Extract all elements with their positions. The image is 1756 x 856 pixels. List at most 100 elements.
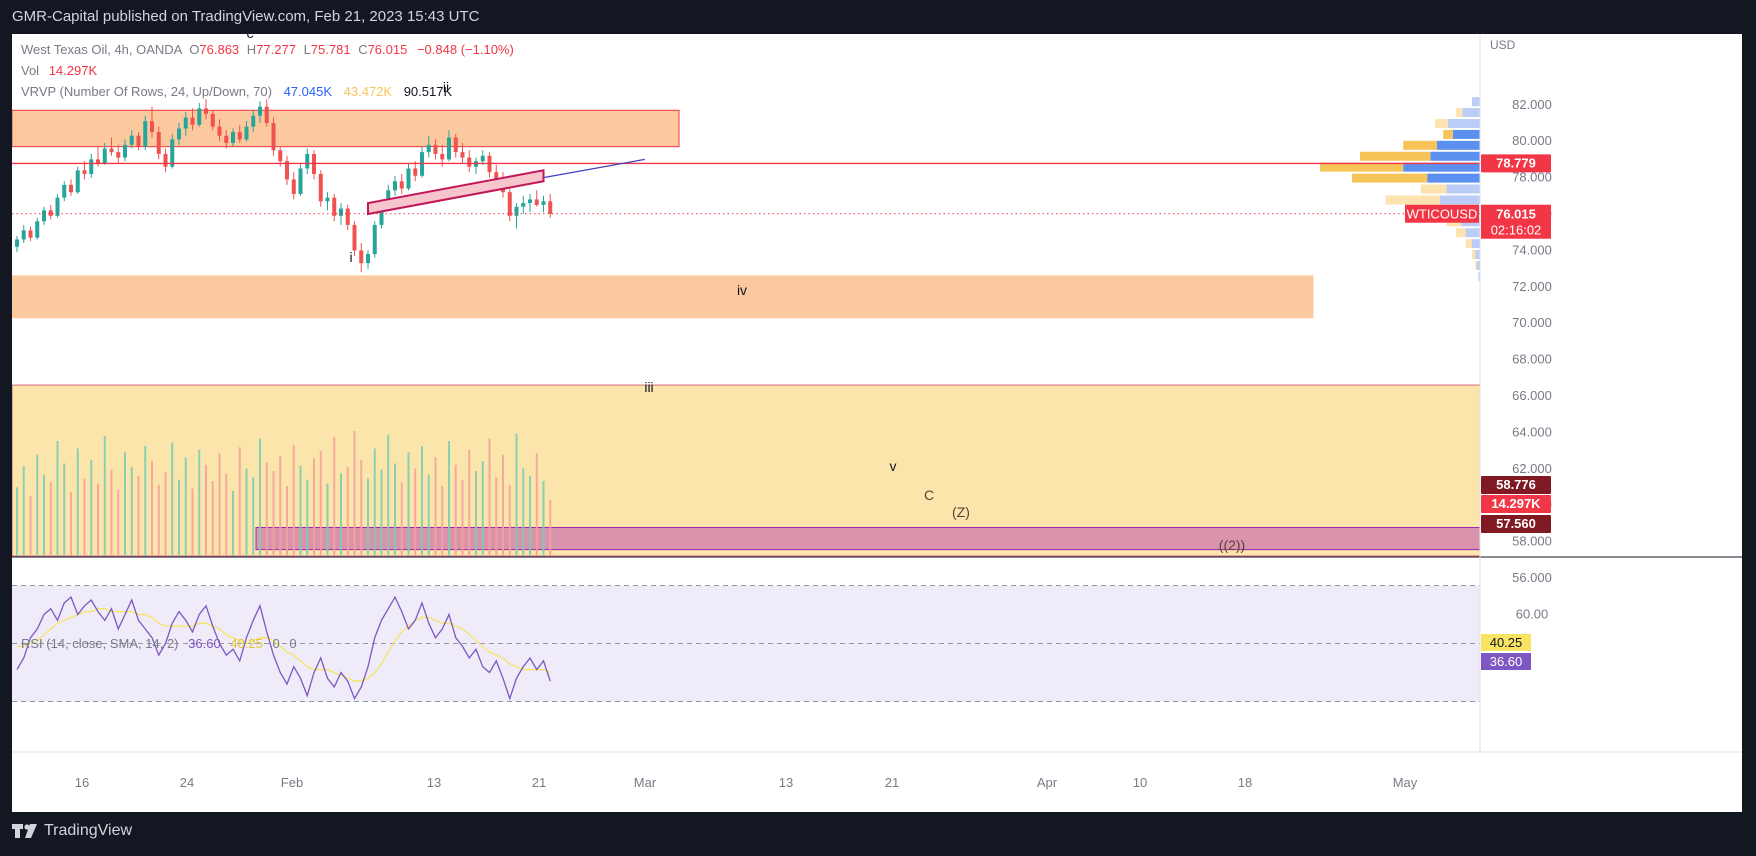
- vp-up-row: [1427, 173, 1480, 183]
- time-tick-label: 16: [75, 775, 89, 790]
- candle-body: [204, 108, 208, 114]
- wave-label-i: i: [349, 249, 352, 265]
- volume-bars: [16, 431, 552, 556]
- volume-bar: [353, 431, 356, 556]
- volume-bar: [346, 467, 349, 556]
- candle-body: [42, 210, 46, 222]
- volume-bar: [394, 463, 396, 556]
- candle-body: [217, 126, 222, 136]
- price-tick-label: 80.000: [1512, 133, 1552, 148]
- time-tick-label: Mar: [634, 775, 657, 790]
- vp-up-row: [1472, 239, 1480, 249]
- legend-rsi-zero1: 0: [272, 636, 279, 651]
- vp-down-row: [1435, 119, 1448, 128]
- candle-body: [494, 172, 499, 182]
- vp-down-row: [1360, 151, 1431, 161]
- price-label-lower-box: 57.560: [1496, 516, 1536, 531]
- svg-text:Vol 14.297K: Vol 14.297K: [21, 63, 97, 78]
- vp-down-row: [1420, 184, 1447, 194]
- volume-bar: [535, 453, 538, 556]
- vp-down-row: [1403, 140, 1437, 150]
- time-tick-label: 21: [532, 775, 546, 790]
- candle-body: [69, 184, 73, 193]
- price-axis[interactable]: USD82.00080.00078.00076.00074.00072.0007…: [1405, 34, 1552, 752]
- candle-body: [372, 224, 377, 255]
- volume-profile: [1320, 97, 1480, 281]
- vp-up-row: [1452, 129, 1480, 139]
- volume-bar: [245, 468, 248, 556]
- time-axis[interactable]: 16 24 Feb 13 21 Mar 13 21 Apr 10 18 May: [12, 751, 1742, 790]
- candle-body: [447, 137, 451, 160]
- candle-body: [386, 190, 391, 205]
- footer: TradingView: [0, 812, 1756, 856]
- price-tick-label: 62.000: [1512, 461, 1552, 476]
- candle-body: [35, 221, 40, 238]
- candle-body: [231, 132, 235, 144]
- candle-body: [150, 121, 154, 133]
- price-tick-label: 56.000: [1512, 570, 1552, 585]
- price-label-lower-box-bg: [1481, 515, 1551, 533]
- candle-body: [413, 168, 418, 176]
- legend-rsi-label: RSI (14, close, SMA, 14, 2): [21, 636, 179, 651]
- price-label-volume-bg: [1481, 495, 1551, 513]
- candle-body: [460, 152, 465, 158]
- volume-bar: [272, 471, 275, 556]
- volume-bar: [488, 438, 491, 556]
- candle-body: [507, 192, 512, 216]
- volume-bar: [542, 481, 545, 556]
- vp-up-row: [1478, 271, 1480, 281]
- volume-bar: [238, 447, 241, 556]
- volume-bar: [400, 482, 403, 556]
- price-tick-label: 70.000: [1512, 315, 1552, 330]
- legend-vrvp-total: 90.517K: [404, 84, 453, 99]
- vp-up-row: [1448, 119, 1480, 128]
- volume-bar: [502, 454, 504, 556]
- candles-layer: [15, 99, 553, 273]
- volume-bar: [515, 433, 518, 556]
- wave-label-iii: iii: [644, 379, 653, 395]
- price-label-red-line: 78.779: [1496, 155, 1536, 170]
- price-label-volume: 14.297K: [1491, 496, 1541, 511]
- volume-bar: [103, 436, 106, 556]
- wave-label-v: v: [890, 458, 897, 474]
- rsi-pane[interactable]: 60.00 40.25 36.60: [12, 556, 1742, 702]
- volume-bar: [286, 486, 288, 556]
- vp-up-row: [1440, 195, 1480, 205]
- legend-open-label: O: [189, 42, 199, 57]
- candle-body: [366, 254, 370, 264]
- candle-body: [440, 153, 445, 160]
- volume-bar: [164, 472, 167, 556]
- candle-body: [345, 208, 350, 225]
- candle-body: [123, 144, 127, 158]
- volume-bar: [117, 489, 120, 556]
- candle-body: [285, 161, 289, 180]
- volume-bar: [421, 446, 423, 556]
- candle-body: [75, 170, 80, 193]
- volume-bar: [76, 448, 79, 556]
- candle-body: [224, 135, 229, 144]
- legend-low: 75.781: [311, 42, 351, 57]
- price-label-current-bg: [1481, 204, 1551, 239]
- candle-body: [109, 148, 114, 153]
- volume-bar: [292, 444, 295, 556]
- candle-body: [534, 199, 539, 205]
- candle-body: [406, 168, 411, 189]
- volume-bar: [529, 476, 531, 556]
- time-tick-label: Apr: [1037, 775, 1058, 790]
- volume-bar: [252, 477, 255, 556]
- price-tick-label: 74.000: [1512, 242, 1552, 257]
- volume-bar: [407, 452, 410, 556]
- volume-bar: [279, 456, 282, 556]
- tradingview-logo[interactable]: TradingView: [12, 822, 132, 840]
- volume-bar: [144, 446, 147, 556]
- candle-body: [453, 137, 458, 153]
- legend-vrvp-label: VRVP (Number Of Rows, 24, Up/Down, 70): [21, 84, 272, 99]
- volume-bar: [211, 481, 214, 556]
- volume-bar: [441, 486, 444, 556]
- price-label-upper-box: 58.776: [1496, 477, 1536, 492]
- svg-text:RSI (14, close, SMA, 14, 2): RSI (14, close, SMA, 14, 2) 36.60 40.25 …: [21, 636, 297, 651]
- price-label-upper-box-bg: [1481, 476, 1551, 494]
- volume-bar: [205, 464, 207, 556]
